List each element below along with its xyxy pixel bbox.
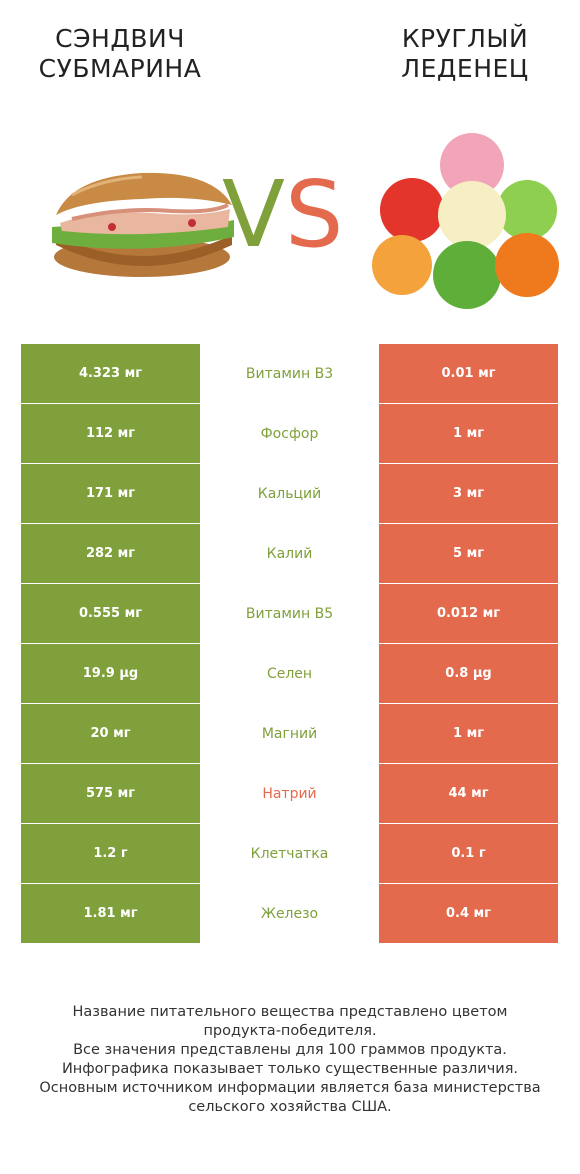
footer-note: Название питательного вещества представл… — [20, 1003, 560, 1117]
right-value-cell: 0.01 мг — [379, 344, 558, 403]
left-title-line1: СЭНДВИЧ — [55, 24, 185, 53]
left-product-title: СЭНДВИЧ СУБМАРИНА — [20, 24, 220, 84]
vs-s: S — [284, 161, 344, 268]
footer-line: продукта-победителя. — [203, 1023, 377, 1039]
comparison-table: 4.323 мг Витамин B3 0.01 мг 112 мг Фосфор 1 м… — [21, 344, 558, 944]
right-value-cell: 3 мг — [379, 464, 558, 523]
left-value-cell: 112 мг — [21, 404, 200, 463]
left-value-cell: 0.555 мг — [21, 584, 200, 643]
nutrient-name-cell: Кальций — [200, 464, 379, 523]
footer-line: Основным источником информации является … — [39, 1080, 541, 1096]
sandwich-image — [52, 172, 234, 277]
right-value-cell: 1 мг — [379, 704, 558, 763]
table-row: 1.2 г Клетчатка 0.1 г — [21, 824, 558, 883]
left-value-cell: 1.81 мг — [21, 884, 200, 943]
left-title-line2: СУБМАРИНА — [38, 54, 202, 83]
nutrient-name-cell: Железо — [200, 884, 379, 943]
table-row: 20 мг Магний 1 мг — [21, 704, 558, 763]
right-value-cell: 0.012 мг — [379, 584, 558, 643]
table-row: 4.323 мг Витамин B3 0.01 мг — [21, 344, 558, 403]
right-value-cell: 1 мг — [379, 404, 558, 463]
nutrient-name-cell: Фосфор — [200, 404, 379, 463]
table-row: 1.81 мг Железо 0.4 мг — [21, 884, 558, 943]
footer-line: сельского хозяйства США. — [188, 1099, 392, 1115]
left-value-cell: 4.323 мг — [21, 344, 200, 403]
right-value-cell: 44 мг — [379, 764, 558, 823]
left-value-cell: 1.2 г — [21, 824, 200, 883]
vs-v: V — [222, 161, 285, 268]
table-row: 282 мг Калий 5 мг — [21, 524, 558, 583]
left-value-cell: 20 мг — [21, 704, 200, 763]
left-value-cell: 575 мг — [21, 764, 200, 823]
nutrient-name-cell: Селен — [200, 644, 379, 703]
left-value-cell: 282 мг — [21, 524, 200, 583]
table-row: 112 мг Фосфор 1 мг — [21, 404, 558, 463]
nutrient-name-cell: Магний — [200, 704, 379, 763]
table-row: 575 мг Натрий 44 мг — [21, 764, 558, 823]
nutrient-name-cell: Натрий — [200, 764, 379, 823]
footer-line: Название питательного вещества представл… — [72, 1004, 508, 1020]
right-value-cell: 0.8 µg — [379, 644, 558, 703]
footer-line: Инфографика показывает только существенн… — [61, 1061, 519, 1077]
nutrient-name-cell: Витамин B3 — [200, 344, 379, 403]
left-value-cell: 171 мг — [21, 464, 200, 523]
footer-line: Все значения представлены для 100 граммо… — [73, 1042, 507, 1058]
gumdrops-image — [372, 133, 559, 309]
right-value-cell: 0.4 мг — [379, 884, 558, 943]
right-product-title: КРУГЛЫЙ ЛЕДЕНЕЦ — [370, 24, 560, 84]
vs-label: VS — [222, 160, 343, 270]
table-row: 0.555 мг Витамин B5 0.012 мг — [21, 584, 558, 643]
nutrient-name-cell: Клетчатка — [200, 824, 379, 883]
right-title-line2: ЛЕДЕНЕЦ — [401, 54, 529, 83]
left-value-cell: 19.9 µg — [21, 644, 200, 703]
right-value-cell: 0.1 г — [379, 824, 558, 883]
right-value-cell: 5 мг — [379, 524, 558, 583]
nutrient-name-cell: Калий — [200, 524, 379, 583]
right-title-line1: КРУГЛЫЙ — [401, 24, 529, 53]
table-row: 19.9 µg Селен 0.8 µg — [21, 644, 558, 703]
nutrient-name-cell: Витамин B5 — [200, 584, 379, 643]
table-row: 171 мг Кальций 3 мг — [21, 464, 558, 523]
